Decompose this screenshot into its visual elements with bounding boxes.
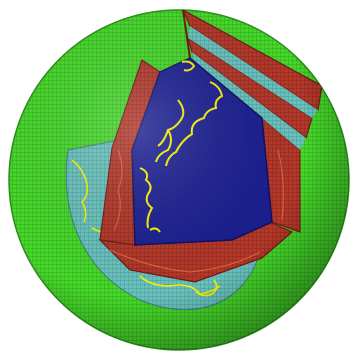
- cut-edge: [182, 9, 191, 59]
- sphere-shading: [9, 10, 349, 350]
